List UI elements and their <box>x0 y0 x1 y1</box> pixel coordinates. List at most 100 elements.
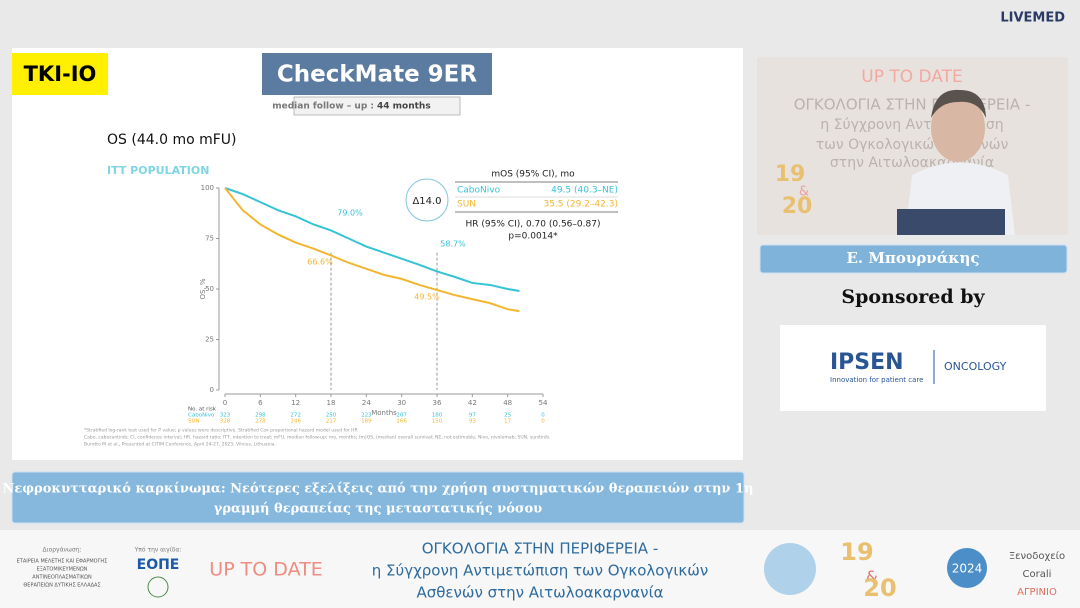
x-axis-label: Months <box>371 409 397 417</box>
speaker-head <box>931 94 985 162</box>
video-text: & <box>799 185 809 200</box>
x-tick-label: 6 <box>258 399 263 407</box>
follow-up-label: median follow – up : <box>272 102 374 112</box>
year: 2024 <box>952 562 983 576</box>
stats-sun-name: SUN <box>457 200 476 210</box>
y-tick-label: 0 <box>210 386 214 394</box>
video-text: 20 <box>782 194 813 219</box>
risk-count: 189 <box>361 419 372 425</box>
risk-row-name: CaboNivo <box>188 413 215 419</box>
population: ITT POPULATION <box>107 164 209 177</box>
sponsor-division: ONCOLOGY <box>944 360 1007 373</box>
footnote: *Stratified log-rank test used for P val… <box>84 428 358 434</box>
sponsor-name: IPSEN <box>830 350 904 375</box>
hazard-ratio: HR (95% CI), 0.70 (0.56–0.87) <box>466 220 601 230</box>
survival-curve <box>224 187 520 313</box>
y-tick-label: 100 <box>201 184 214 192</box>
stats-cabo-value: 49.5 (40.3–NE) <box>551 186 618 196</box>
risk-label: No. at risk <box>188 407 217 413</box>
km-chart: 0 25 50 75 100 0 6 12 18 24 30 36 42 48 54 Months OS, % 7… <box>188 184 548 425</box>
risk-count: 180 <box>432 413 443 419</box>
risk-count: 207 <box>396 413 407 419</box>
x-tick-label: 42 <box>468 399 477 407</box>
auspices-seal <box>147 576 169 598</box>
venue: Ξενοδοχείο <box>1009 550 1065 562</box>
slide-title: CheckMate 9ER <box>277 62 478 88</box>
x-tick-label: 36 <box>433 399 442 407</box>
speaker-hair <box>931 89 986 118</box>
event-title: ΟΓΚΟΛΟΓΙΑ ΣΤΗΝ ΠΕΡΙΦΕΡΕΙΑ - <box>422 540 659 558</box>
stats-sun-value: 35.5 (29.2–42.3) <box>543 200 618 210</box>
organizer: ΘΕΡΑΠΕΙΩΝ ΔΥΤΙΚΗΣ ΕΛΛΑΔΑΣ <box>23 583 100 589</box>
risk-count: 217 <box>326 419 337 425</box>
event-date: 19 <box>840 538 873 566</box>
footnotes: *Stratified log-rank test used for P val… <box>84 428 551 448</box>
title-box <box>262 53 492 95</box>
risk-count: 97 <box>469 413 476 419</box>
organizer-label: Διοργάνωση: <box>42 547 81 554</box>
sponsor-logo <box>780 325 1046 411</box>
video-text: 19 <box>775 162 806 187</box>
x-tick-label: 0 <box>223 399 227 407</box>
chart-title: OS (44.0 mo mFU) <box>107 132 237 148</box>
follow-up-box <box>293 96 461 116</box>
event-title: Ασθενών στην Αιτωλοακαρνανία <box>416 584 663 602</box>
risk-count: 17 <box>504 419 511 425</box>
tag: TKI-IO <box>24 62 97 86</box>
risk-count: 93 <box>469 419 476 425</box>
x-tick-label: 12 <box>291 399 300 407</box>
organizer: ΕΤΑΙΡΕΙΑ ΜΕΛΕΤΗΣ ΚΑΙ ΕΦΑΡΜΟΓΗΣ <box>17 559 108 565</box>
x-tick-label: 24 <box>362 399 371 407</box>
auspices-label: Υπό την αιγίδα: <box>134 547 182 554</box>
risk-count: 0 <box>541 413 545 419</box>
risk-count: 25 <box>504 413 511 419</box>
survival-curve <box>224 187 520 293</box>
laptop <box>897 209 1005 235</box>
risk-count: 278 <box>255 419 266 425</box>
talk-title: Νεφροκυτταρικό καρκίνωμα: Νεότερες εξελί… <box>3 482 754 497</box>
event: UP TO DATE <box>209 559 322 581</box>
organizer: ΑΝΤΙΝΕΟΠΛΑΣΜΑΤΙΚΩΝ <box>32 575 92 581</box>
event-graphic <box>764 543 816 595</box>
x-tick-label: 54 <box>539 399 548 407</box>
venue: Corali <box>1023 569 1052 580</box>
footnote: Burotto M et al., Presented at CITIM Con… <box>84 442 276 448</box>
delta: Δ14.0 <box>412 196 441 207</box>
organizer: ΕΞΑΤΟΜΙΚΕΥΜΕΝΩΝ <box>37 567 88 573</box>
risk-count: 246 <box>290 419 301 425</box>
stats-header: mOS (95% CI), mo <box>491 170 575 180</box>
y-tick-label: 75 <box>205 235 214 243</box>
risk-count: 328 <box>220 419 231 425</box>
annotation: 79.0% <box>337 209 363 218</box>
y-tick-label: 50 <box>205 285 214 293</box>
x-tick-label: 18 <box>327 399 336 407</box>
talk-title-bar <box>11 471 745 524</box>
video-text: ΟΓΚΟΛΟΓΙΑ ΣΤΗΝ ΠΕΡΙΦΕΡΕΙΑ - <box>794 96 1031 114</box>
risk-count: 223 <box>361 413 372 419</box>
x-tick-label: 48 <box>503 399 512 407</box>
tag-box <box>12 53 108 95</box>
year-badge <box>947 548 987 588</box>
risk-count: 150 <box>432 419 443 425</box>
follow-up-value: 44 months <box>377 102 431 112</box>
risk-count: 0 <box>541 419 545 425</box>
risk-count: 298 <box>255 413 266 419</box>
footnote: Cabo, cabozantinib; CI, confidence inter… <box>84 435 551 441</box>
video-text: UP TO DATE <box>861 67 963 87</box>
talk-title: γραμμή θεραπείας της μεταστατικής νόσου <box>214 502 542 517</box>
sponsor-label: Sponsored by <box>841 286 985 308</box>
delta-circle <box>405 178 449 222</box>
x-tick-label: 30 <box>397 399 406 407</box>
annotation: 58.7% <box>440 240 466 249</box>
risk-row-name: SUN <box>188 419 200 425</box>
stats-cabo-name: CaboNivo <box>457 186 501 196</box>
p-value: p=0.0014* <box>508 232 558 242</box>
event-title: η Σύγχρονη Αντιμετώπιση των Ογκολογικών <box>372 562 708 580</box>
sponsor-tagline: Innovation for patient care <box>830 376 923 384</box>
risk-count: 323 <box>220 413 231 419</box>
name-bar <box>759 244 1068 274</box>
speaker-name: Ε. Μπουρνάκης <box>846 249 979 267</box>
venue: ΑΓΡΙΝΙΟ <box>1017 587 1057 598</box>
slide <box>12 48 743 460</box>
